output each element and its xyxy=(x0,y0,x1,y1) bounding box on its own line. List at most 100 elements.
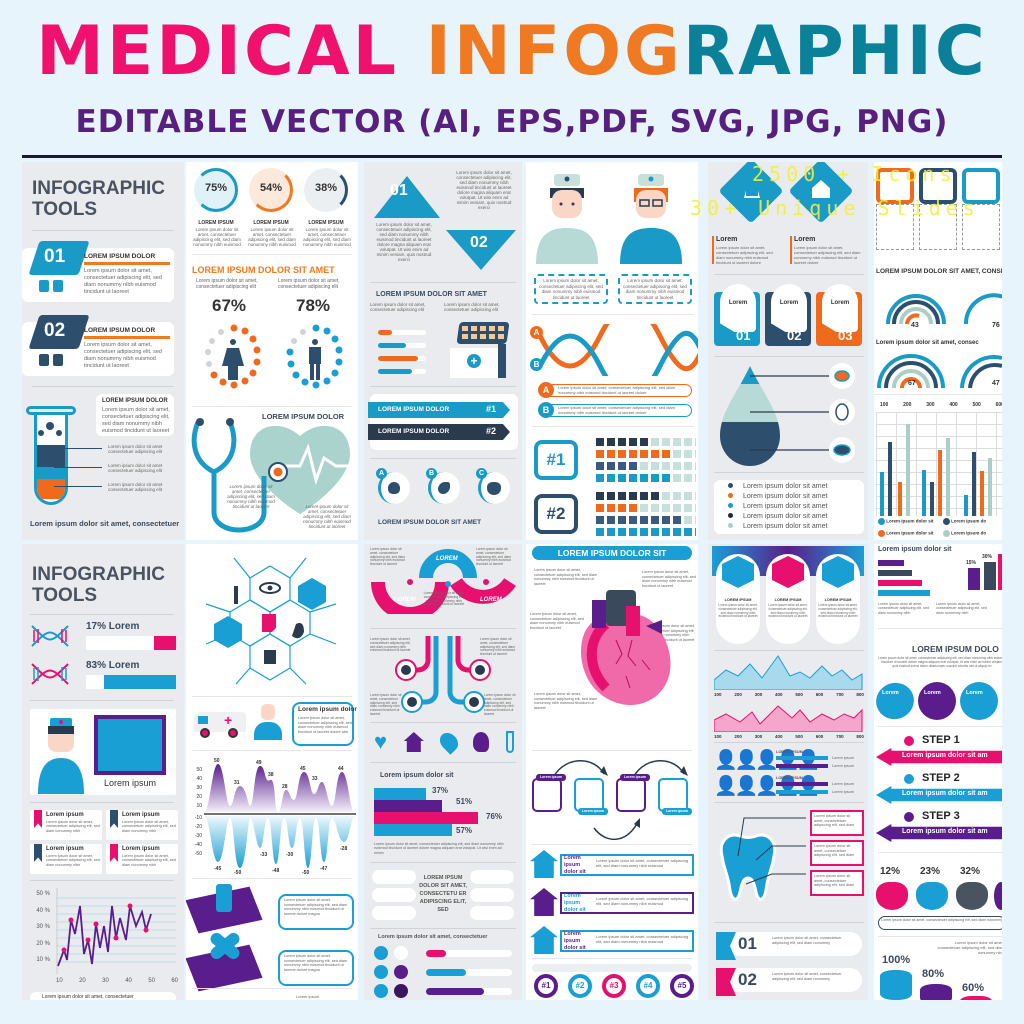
bar-text: Lorem ipsum dolor sit amet, consectetuer… xyxy=(878,602,929,615)
heart-text: Lorem ipsum dolor sit amet, consectetuer… xyxy=(534,692,598,710)
legend-item: Lorem ipsum dolor sit amet xyxy=(743,503,828,510)
dna-text: Lorem ipsum dolor sit amet, consectetuer… xyxy=(558,405,675,415)
chart-legend: Lorem ipsum dolor sit Lorem ipsum do xyxy=(878,530,986,537)
dna-badge-b: B xyxy=(538,402,554,418)
ring-chart xyxy=(249,168,293,212)
organ-badge: B xyxy=(426,468,437,479)
ribbon-label: LOREM IPSUM DOLOR xyxy=(378,428,450,435)
doctor-caption: Lorem ipsum dolor sit amet, consectetuer… xyxy=(618,274,692,304)
pink-area-chart xyxy=(714,705,863,732)
drop-badge xyxy=(994,882,1002,910)
progress-bar xyxy=(378,356,426,361)
house-row: Lorem ipsum dolor sit Lorem ipsum dolor … xyxy=(530,850,696,878)
panel-heart-houses: LOREM IPSUM DOLOR SIT Lorem ipsum dolor … xyxy=(526,544,698,1000)
gauge-charts xyxy=(877,293,1002,389)
heart-text: Lorem ipsum dolor sit amet, consectetuer… xyxy=(534,568,598,586)
column-bar xyxy=(984,562,996,590)
ribbon-1 xyxy=(368,402,510,418)
legend-item: Lorem ipsum dolor sit amet xyxy=(743,513,828,520)
bookmark-title: Lorem ipsum xyxy=(122,846,160,852)
heartbeat-icon: ♥ xyxy=(374,729,388,754)
legend-card xyxy=(714,480,864,534)
ring-chart xyxy=(194,168,238,212)
ring-text: Lorem ipsum dolor sit amet, consectetuer… xyxy=(193,227,241,247)
mini-card xyxy=(470,870,514,884)
dna-text: Lorem ipsum dolor sit amet, consectetuer… xyxy=(558,385,675,395)
header-divider xyxy=(22,155,1002,158)
dotted-ring-charts xyxy=(205,324,343,389)
flow-card xyxy=(532,778,562,812)
lorem-text: Lorem ipsum dolor sit amet, consectetuer… xyxy=(716,245,773,265)
bar-chart xyxy=(876,412,1002,516)
step-text: Lorem ipsum dolor sit amet, consectetuer… xyxy=(84,342,162,369)
svg-text:49: 49 xyxy=(256,760,262,766)
flow-label: Lorem ipsum xyxy=(620,774,650,781)
info-box xyxy=(292,702,354,746)
info-box xyxy=(278,894,354,930)
hex-text: Lorem ipsum dolor sit amet, consectetuer… xyxy=(768,603,808,619)
hex-label: LOREM IPSUM xyxy=(824,598,852,602)
water-drop-bacteria-icon xyxy=(720,363,855,466)
info-box-text: Lorem ipsum dolor sit amet, consectetuer… xyxy=(284,954,348,972)
drop-percent: 12% xyxy=(880,866,901,877)
medicine-cabinet-icon: + xyxy=(450,322,510,378)
step-text: Lorem ipsum dolor sit am xyxy=(902,790,988,797)
pill-bottle-icon xyxy=(53,354,63,366)
flow-label: Lorem ipsum xyxy=(536,774,566,781)
step-title: LOREM IPSUM DOLOR xyxy=(84,327,156,334)
ring-value: 75% xyxy=(204,182,228,194)
bar-title: Lorem ipsum dolor sit xyxy=(878,546,952,553)
svg-text:50: 50 xyxy=(214,758,220,764)
bookmark-icon xyxy=(110,844,118,862)
lorem-heading: Lorem xyxy=(794,236,816,243)
ring-text: Lorem ipsum dolor sit amet, consectetuer… xyxy=(248,227,296,247)
head-icon xyxy=(473,732,490,752)
svg-text:-47: -47 xyxy=(320,866,327,872)
steth-title: LOREM IPSUM DOLOR xyxy=(262,412,345,421)
tube-title: LOREM IPSUM DOLOR xyxy=(102,398,168,404)
house-title: Lorem ipsum dolor sit xyxy=(564,893,586,913)
organs-title: LOREM IPSUM DOLOR SIT AMET xyxy=(378,519,482,526)
progress-bar xyxy=(426,969,512,976)
panel-footer: Lorem ipsum xyxy=(296,994,320,999)
card-label: Lorem xyxy=(779,300,799,306)
svg-text:-45: -45 xyxy=(214,866,221,872)
flow-card xyxy=(658,778,688,812)
bookmark-card xyxy=(106,844,178,874)
numbered-tab-card xyxy=(728,932,862,956)
gauge-value: 43 xyxy=(911,322,919,329)
progress-bar xyxy=(426,950,512,957)
people-bar-label: Lorem ipsum xyxy=(832,764,854,768)
hex-label: LOREM IPSUM xyxy=(724,598,752,602)
section-text: Lorem ipsum dolor sit amet, consectetuer… xyxy=(370,302,426,312)
organ-pipes-diagram xyxy=(395,636,491,713)
step-arrow-2 xyxy=(876,786,1002,804)
pill-icon xyxy=(374,984,388,998)
step-text: Lorem ipsum dolor sit am xyxy=(902,752,988,759)
ribbon-rank: #2 xyxy=(486,426,497,436)
triangle-steps xyxy=(374,176,516,270)
cylinder-percent: 100% xyxy=(882,954,911,966)
column-label: 30% xyxy=(982,554,993,560)
u-text: Lorem ipsum dolor sit amet, consectetuer… xyxy=(370,547,406,567)
ribbon-rank: #1 xyxy=(486,404,497,414)
bar-label-17: 17% Lorem xyxy=(86,621,140,632)
numbered-tab-card xyxy=(728,968,862,992)
dna-badge-a: A xyxy=(538,382,554,398)
tube-label: Lorem ipsum dolor sit amet consectetuer … xyxy=(108,444,163,454)
hex-text: Lorem ipsum dolor sit amet, consectetuer… xyxy=(718,603,758,619)
pill-bottle-icon xyxy=(53,280,63,292)
panel-gauges-barchart: LOREM IPSUM DOLOR SIT AMET, CONSE 43 76 … xyxy=(874,162,1002,540)
people-icons-row-2: 👤👤👤👤👤 xyxy=(714,776,820,797)
panel-title: TOOLS xyxy=(32,199,98,220)
subtitle: EDITABLE VECTOR (AI, EPS,PDF, SVG, JPG, … xyxy=(75,104,949,140)
bookmark-card xyxy=(106,810,178,840)
step-text: Lorem ipsum dolor sit amet, consectetuer… xyxy=(84,268,162,295)
bookmark-card xyxy=(30,844,102,874)
hex-label: LOREM IPSUM xyxy=(774,598,802,602)
bookmark-icon xyxy=(110,810,118,828)
header: MEDICAL INFOGRAPHIC EDITABLE VECTOR (AI,… xyxy=(0,0,1024,158)
step-title: LOREM IPSUM DOLOR xyxy=(84,253,156,260)
horizontal-bar-chart: 37% 51% 76% 57% xyxy=(374,786,514,836)
ring-label: LOREM IPSUM xyxy=(253,220,289,226)
